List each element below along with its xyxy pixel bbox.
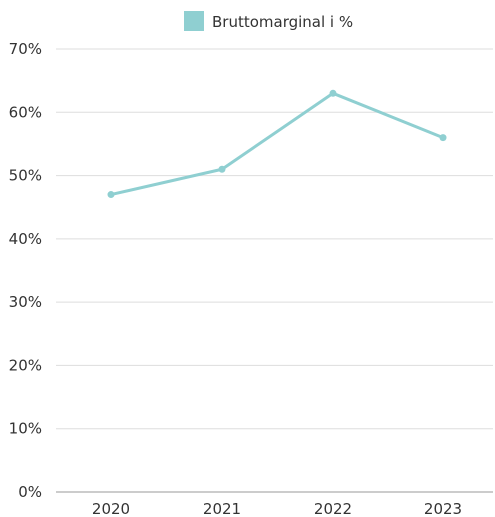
x-axis-tick-labels: 2020 2021 2022 2023 — [92, 500, 462, 517]
gridlines — [56, 48, 493, 493]
x-tick-label: 2020 — [92, 500, 130, 517]
legend-swatch — [184, 11, 204, 31]
data-point-2020[interactable] — [107, 191, 115, 199]
series-line — [109, 91, 445, 197]
y-tick-label: 20% — [9, 356, 42, 374]
legend: Bruttomarginal i % — [184, 11, 353, 31]
y-tick-label: 70% — [9, 40, 42, 58]
x-tick-label: 2021 — [203, 500, 241, 517]
y-tick-label: 50% — [9, 167, 42, 185]
data-point-2022[interactable] — [329, 89, 337, 97]
x-tick-label: 2022 — [314, 500, 352, 517]
y-tick-label: 10% — [9, 420, 42, 438]
y-tick-label: 30% — [9, 293, 42, 311]
legend-label: Bruttomarginal i % — [212, 13, 353, 31]
y-tick-label: 60% — [9, 103, 42, 121]
y-tick-label: 40% — [9, 230, 42, 248]
x-tick-label: 2023 — [424, 500, 462, 517]
series-group — [107, 89, 447, 199]
y-tick-label: 0% — [18, 483, 42, 501]
y-axis-tick-labels: 0% 10% 20% 30% 40% 50% 60% 70% — [9, 40, 42, 501]
data-point-2021[interactable] — [218, 165, 226, 173]
data-point-2023[interactable] — [439, 134, 447, 142]
